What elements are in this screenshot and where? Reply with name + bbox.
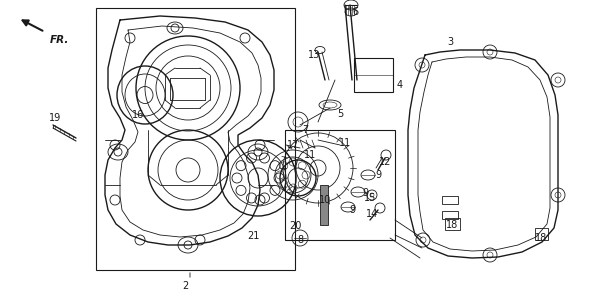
Text: 9: 9 <box>362 188 368 198</box>
Text: 19: 19 <box>49 113 61 123</box>
Text: 11: 11 <box>304 150 316 160</box>
Text: 13: 13 <box>308 50 320 60</box>
Text: 18: 18 <box>535 233 547 243</box>
Text: 15: 15 <box>364 193 376 203</box>
Bar <box>442 196 458 204</box>
Text: 20: 20 <box>289 221 301 231</box>
Text: 18: 18 <box>446 220 458 230</box>
Text: 9: 9 <box>375 170 381 180</box>
Text: 9: 9 <box>349 205 355 215</box>
Bar <box>445 218 460 230</box>
Text: 6: 6 <box>352 7 358 17</box>
Text: 11: 11 <box>339 138 351 148</box>
Text: 12: 12 <box>379 157 391 167</box>
Text: 10: 10 <box>319 195 331 205</box>
Text: 7: 7 <box>302 125 308 135</box>
Bar <box>320 185 328 225</box>
Text: FR.: FR. <box>50 35 70 45</box>
Text: 14: 14 <box>366 209 378 219</box>
Bar <box>535 228 548 240</box>
Text: 16: 16 <box>132 110 144 120</box>
Bar <box>96 8 295 270</box>
Bar <box>285 130 395 240</box>
Text: 5: 5 <box>337 109 343 119</box>
Text: 17: 17 <box>287 140 299 150</box>
Text: 3: 3 <box>447 37 453 47</box>
Text: 2: 2 <box>182 281 188 291</box>
Text: 4: 4 <box>397 80 403 90</box>
Bar <box>354 58 393 92</box>
Text: 8: 8 <box>297 235 303 245</box>
Text: 21: 21 <box>247 231 259 241</box>
Bar <box>442 211 458 219</box>
